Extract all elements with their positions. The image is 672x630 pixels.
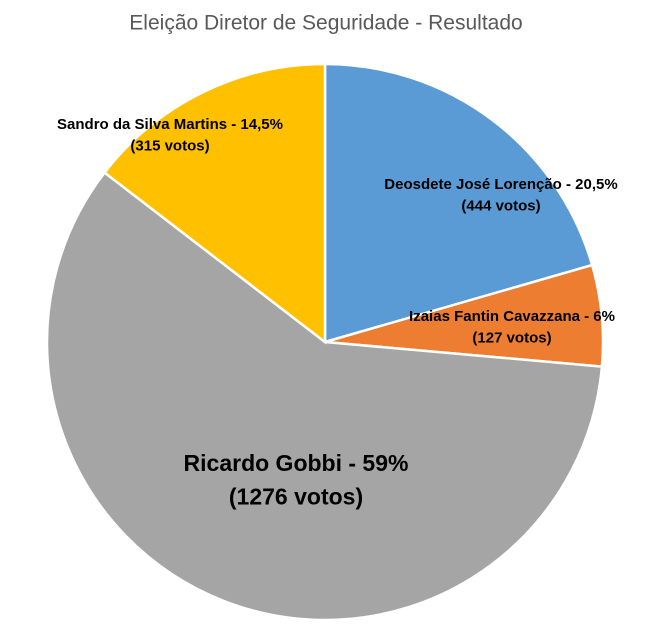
slice-value-label: (315 votos) xyxy=(130,138,209,155)
slice-value-label: (1276 votos) xyxy=(229,483,363,509)
chart-title: Eleição Diretor de Seguridade - Resultad… xyxy=(129,12,522,35)
slice-label: Izaias Fantin Cavazzana - 6% xyxy=(409,308,615,325)
pie-slice xyxy=(323,62,594,344)
slice-value-label: (127 votos) xyxy=(472,330,551,347)
pie-slice xyxy=(102,62,327,345)
slice-label: Ricardo Gobbi - 59% xyxy=(184,450,409,476)
pie-slice xyxy=(45,170,604,622)
slice-label: Sandro da Silva Martins - 14,5% xyxy=(57,116,283,133)
slice-label: Deosdete José Lorenção - 20,5% xyxy=(384,176,617,193)
slice-value-label: (444 votos) xyxy=(461,198,540,215)
